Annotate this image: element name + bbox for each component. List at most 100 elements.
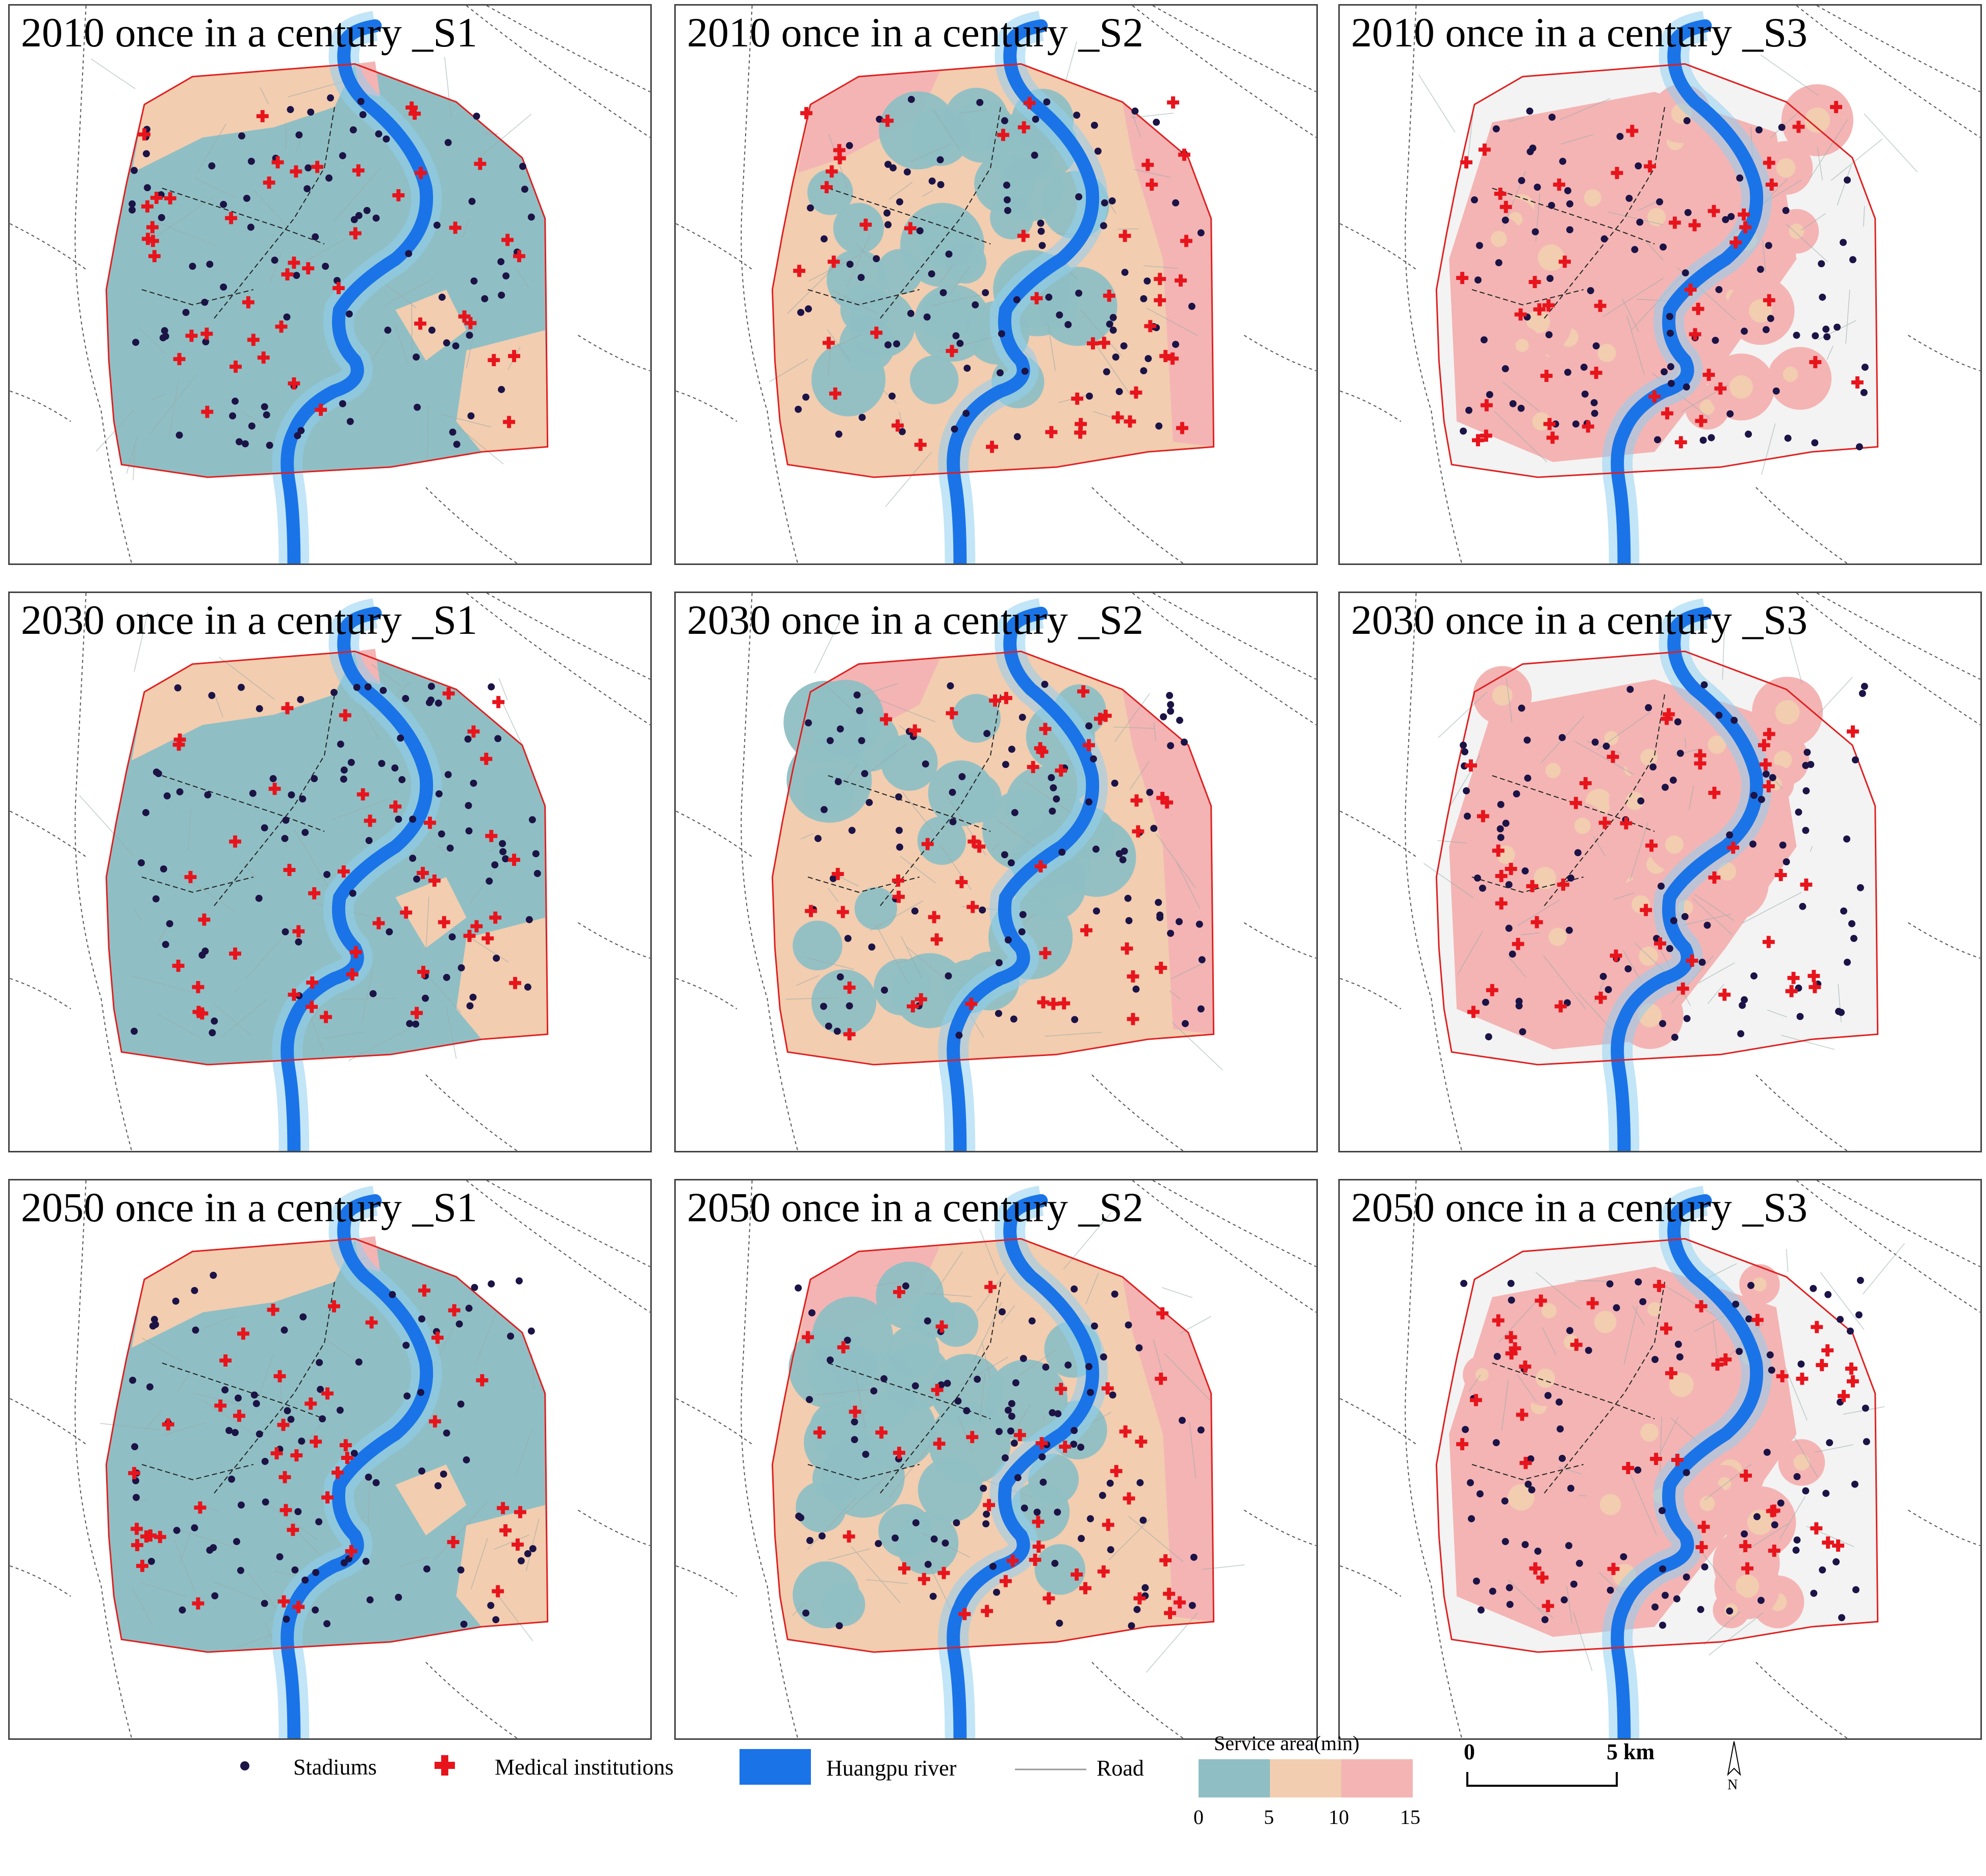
medical-point — [352, 164, 365, 177]
stadium-point — [989, 1562, 997, 1570]
stadium-point — [1559, 1455, 1566, 1462]
stadium-point — [1495, 259, 1503, 267]
stadium-point — [1756, 266, 1764, 273]
stadium-point — [263, 411, 270, 419]
stadium-point — [1670, 917, 1677, 924]
medical-point — [1758, 739, 1770, 752]
service-area-5-10 — [1599, 1494, 1621, 1515]
stadium-point — [1056, 311, 1063, 319]
stadium-point — [389, 1291, 396, 1298]
medical-point — [1695, 415, 1708, 427]
stadium-point — [1561, 1596, 1568, 1604]
stadium-point — [1509, 950, 1516, 958]
stadium-point — [1837, 1316, 1844, 1323]
stadium-point — [1758, 795, 1765, 803]
medical-point — [1123, 1492, 1135, 1505]
stadium-point — [284, 1407, 291, 1415]
stadium-point — [820, 1003, 827, 1010]
stadium-point — [851, 1418, 858, 1426]
medical-point — [1166, 352, 1179, 365]
stadium-point — [1666, 945, 1673, 953]
stadium-point — [317, 1385, 324, 1393]
stadium-point — [131, 1443, 139, 1451]
stadium-point — [142, 809, 149, 816]
stadium-point — [1607, 1586, 1614, 1594]
stadium-point — [1103, 368, 1110, 376]
medical-point — [1155, 962, 1167, 974]
map-canvas — [10, 593, 650, 1151]
stadium-point — [248, 422, 256, 430]
north-label: N — [1727, 1777, 1738, 1793]
stadium-point — [470, 779, 477, 787]
stadium-point — [1803, 749, 1811, 756]
stadium-point — [162, 941, 169, 948]
stadium-point — [1001, 1454, 1009, 1461]
medical-point — [986, 441, 998, 453]
stadium-point — [1762, 770, 1770, 778]
stadium-point — [502, 855, 510, 863]
stadium-point — [1840, 907, 1847, 915]
stadium-point — [129, 206, 136, 214]
stadium-point — [163, 792, 171, 800]
medical-point — [833, 144, 846, 157]
stadium-point — [937, 181, 945, 189]
stadium-point — [1465, 406, 1473, 414]
stadium-point — [1766, 1351, 1774, 1359]
medical-point — [229, 835, 241, 848]
medical-layer — [128, 1284, 526, 1613]
stadium-point — [162, 332, 169, 340]
stadium-point — [1486, 391, 1493, 398]
medical-point — [492, 696, 505, 708]
medical-point — [1470, 1394, 1482, 1406]
stadium-point — [138, 859, 145, 867]
stadium-point — [1546, 275, 1554, 282]
service-area-0-5 — [990, 195, 1034, 240]
stadium-point — [1032, 115, 1039, 123]
medical-point — [418, 1284, 430, 1297]
stadium-point — [1649, 763, 1657, 771]
medical-point — [417, 965, 429, 978]
stadium-point — [1111, 779, 1118, 787]
medical-point — [1509, 1342, 1521, 1355]
medical-point — [928, 911, 940, 923]
stadium-point — [1496, 825, 1504, 833]
stadium-point — [443, 339, 450, 347]
roads — [769, 41, 1199, 507]
medical-point — [268, 782, 281, 795]
stadium-point — [1155, 422, 1163, 430]
stadium-point — [1683, 117, 1691, 124]
stadium-point — [375, 130, 383, 138]
medical-point — [1611, 167, 1623, 179]
stadium-point — [1802, 787, 1810, 794]
medical-point — [1519, 1457, 1532, 1469]
stadium-point — [1600, 235, 1608, 243]
medical-point — [1620, 817, 1633, 830]
stadium-point — [1793, 1473, 1801, 1480]
medical-point — [185, 329, 198, 342]
medical-point — [458, 310, 471, 323]
stadium-point — [1505, 924, 1513, 932]
stadium-point — [281, 1326, 288, 1334]
stadium-point — [928, 270, 935, 278]
medical-point — [1529, 276, 1541, 288]
stadium-point — [944, 1379, 951, 1387]
medical-point — [349, 227, 362, 240]
medical-point — [1101, 1382, 1114, 1395]
stadium-point — [525, 916, 533, 923]
panel-title: 2050 once in a century _S1 — [21, 1184, 477, 1230]
medical-point — [1830, 100, 1843, 113]
stadium-point — [930, 1535, 938, 1543]
stadium-point — [1545, 331, 1553, 339]
medical-point — [1141, 159, 1154, 171]
medical-point — [499, 1524, 512, 1537]
medical-point — [1519, 1360, 1532, 1373]
stadium-point — [327, 94, 334, 101]
medical-point — [146, 221, 159, 234]
stadium-point — [875, 1540, 882, 1548]
stadium-point — [1460, 427, 1467, 435]
stadium-point — [1124, 894, 1132, 902]
stadium-point — [955, 1032, 963, 1039]
service-area-5-10 — [1490, 230, 1507, 247]
medical-point — [305, 1000, 318, 1013]
stadium-point — [179, 1606, 186, 1614]
